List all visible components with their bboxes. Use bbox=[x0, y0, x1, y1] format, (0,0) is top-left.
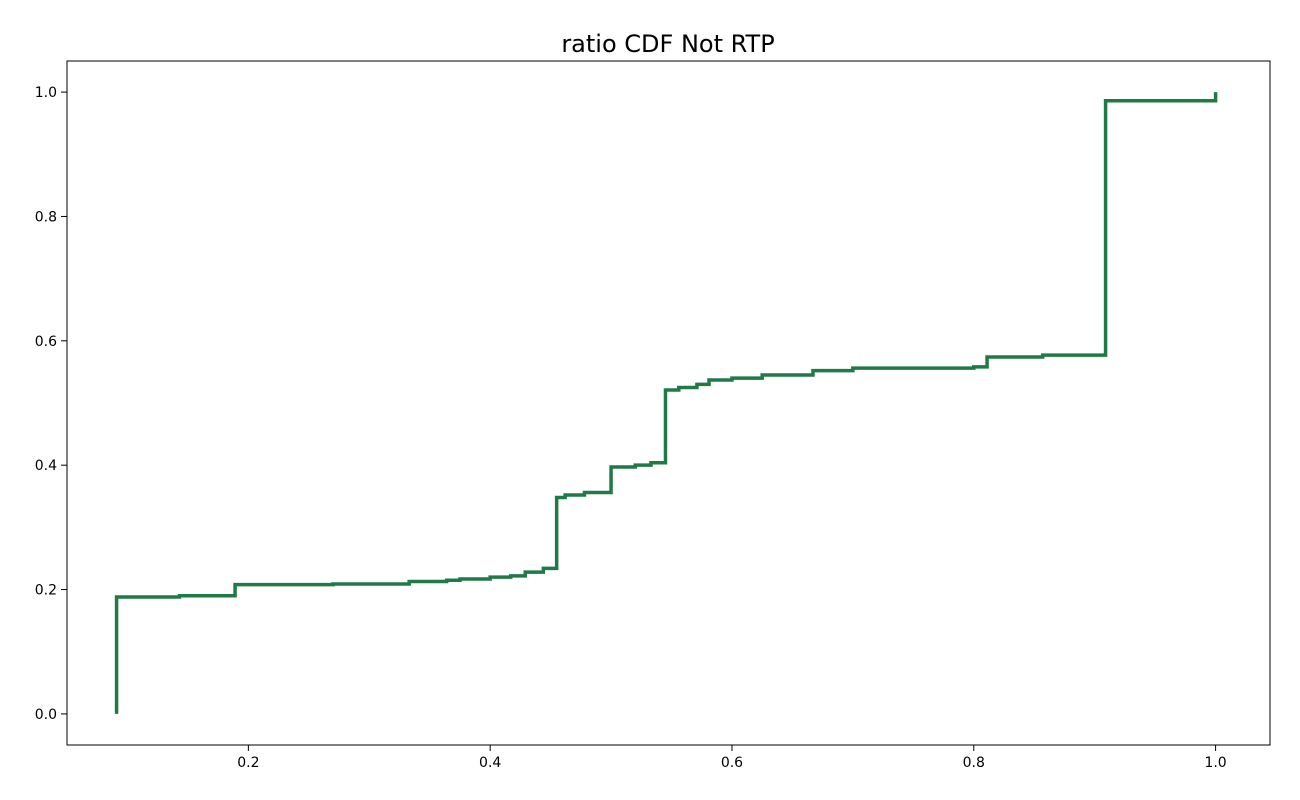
y-tick-label: 0.0 bbox=[35, 707, 57, 723]
y-tick-label: 0.6 bbox=[35, 334, 57, 350]
x-tick-label: 0.4 bbox=[479, 755, 501, 771]
x-tick-label: 0.6 bbox=[721, 755, 743, 771]
plot-frame bbox=[66, 60, 1271, 746]
y-tick-label: 1.0 bbox=[35, 85, 57, 101]
x-tick-label: 0.2 bbox=[237, 755, 259, 771]
y-tick-label: 0.8 bbox=[35, 209, 57, 225]
axes-layer: 0.2 0.4 0.6 0.8 1.0 0.0 0.2 0.4 0.6 0.8 1.0 bbox=[35, 60, 1271, 771]
x-tick-label: 0.8 bbox=[963, 755, 985, 771]
x-tick-label: 1.0 bbox=[1204, 755, 1226, 771]
chart-title: ratio CDF Not RTP bbox=[561, 30, 774, 58]
y-tick-label: 0.4 bbox=[35, 458, 57, 474]
cdf-series-line-0 bbox=[114, 92, 1218, 714]
data-layer bbox=[114, 92, 1218, 714]
y-tick-label: 0.2 bbox=[35, 583, 57, 599]
